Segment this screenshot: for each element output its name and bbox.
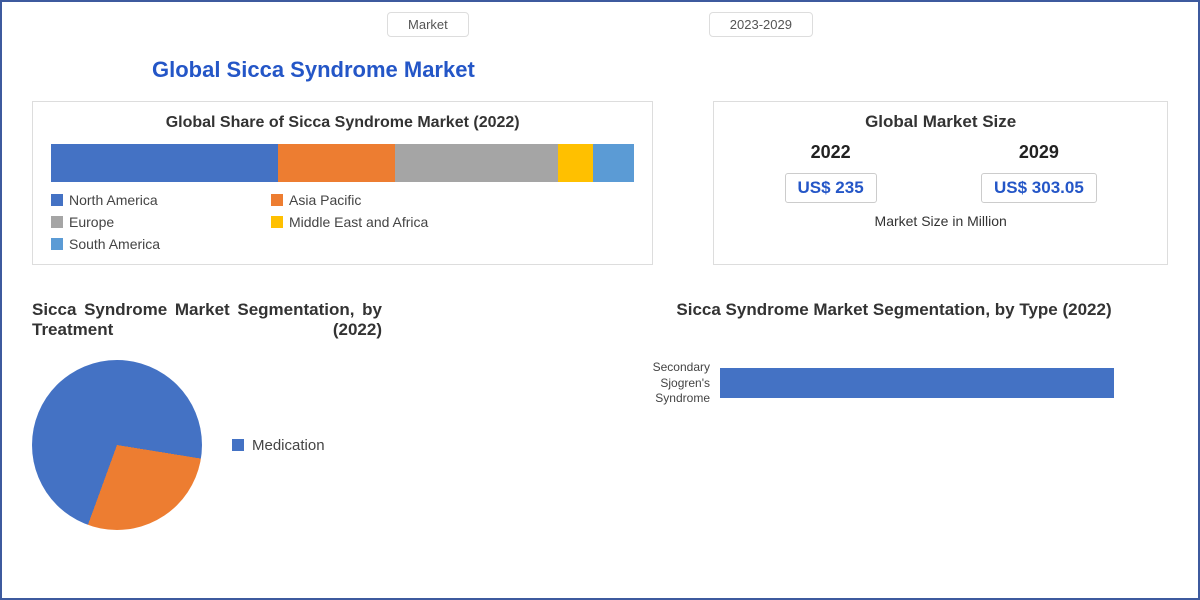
legend-swatch <box>271 216 283 228</box>
type-bars: Secondary Sjogren's Syndrome <box>620 360 1168 407</box>
legend-label: Medication <box>252 437 325 454</box>
pie-legend-item: Medication <box>232 437 325 454</box>
bar-track <box>720 368 1168 398</box>
legend-label: Europe <box>69 214 114 230</box>
market-size-panel: Global Market Size 2022 US$ 235 2029 US$ 30… <box>713 101 1168 265</box>
top-box-right: 2023-2029 <box>709 12 813 37</box>
market-size-row: 2022 US$ 235 2029 US$ 303.05 <box>732 142 1149 203</box>
legend-swatch <box>232 439 244 451</box>
market-size-note: Market Size in Million <box>732 213 1149 229</box>
size-year: 2022 <box>785 142 877 163</box>
share-legend: North America Asia Pacific Europe Middle Ea… <box>51 192 634 252</box>
legend-swatch <box>271 194 283 206</box>
page-title: Global Sicca Syndrome Market <box>152 57 1168 83</box>
type-bar-panel: Sicca Syndrome Market Segmentation, by T… <box>620 300 1168 530</box>
size-column: 2022 US$ 235 <box>785 142 877 203</box>
size-value: US$ 235 <box>785 173 877 203</box>
legend-item: Middle East and Africa <box>271 214 451 230</box>
stacked-segment <box>395 144 558 182</box>
stacked-segment <box>51 144 278 182</box>
legend-swatch <box>51 216 63 228</box>
pie-legend: Medication <box>232 437 325 454</box>
share-panel: Global Share of Sicca Syndrome Market (2… <box>32 101 653 265</box>
legend-item: Europe <box>51 214 231 230</box>
pie-area: Medication <box>32 360 580 530</box>
legend-swatch <box>51 238 63 250</box>
bar-row: Secondary Sjogren's Syndrome <box>620 360 1168 407</box>
top-box-row: Market 2023-2029 <box>32 12 1168 37</box>
size-value: US$ 303.05 <box>981 173 1097 203</box>
market-size-title: Global Market Size <box>732 112 1149 132</box>
size-year: 2029 <box>981 142 1097 163</box>
legend-label: Asia Pacific <box>289 192 361 208</box>
pie-chart <box>32 360 202 530</box>
top-box-left: Market <box>387 12 469 37</box>
legend-label: North America <box>69 192 158 208</box>
share-stacked-bar <box>51 144 634 182</box>
middle-row: Global Share of Sicca Syndrome Market (2… <box>32 101 1168 265</box>
pie-chart-title: Sicca Syndrome Market Segmentation, by T… <box>32 300 382 340</box>
legend-label: South America <box>69 236 160 252</box>
legend-item: Asia Pacific <box>271 192 451 208</box>
pie-panel: Sicca Syndrome Market Segmentation, by T… <box>32 300 580 530</box>
legend-swatch <box>51 194 63 206</box>
bar-label: Secondary Sjogren's Syndrome <box>620 360 710 407</box>
legend-item: South America <box>51 236 231 252</box>
size-column: 2029 US$ 303.05 <box>981 142 1097 203</box>
legend-label: Middle East and Africa <box>289 214 428 230</box>
stacked-segment <box>278 144 395 182</box>
stacked-segment <box>558 144 593 182</box>
bar-fill <box>720 368 1114 398</box>
bottom-row: Sicca Syndrome Market Segmentation, by T… <box>32 300 1168 530</box>
type-chart-title: Sicca Syndrome Market Segmentation, by T… <box>620 300 1168 320</box>
legend-item: North America <box>51 192 231 208</box>
stacked-segment <box>593 144 634 182</box>
share-chart-title: Global Share of Sicca Syndrome Market (2… <box>51 114 634 132</box>
